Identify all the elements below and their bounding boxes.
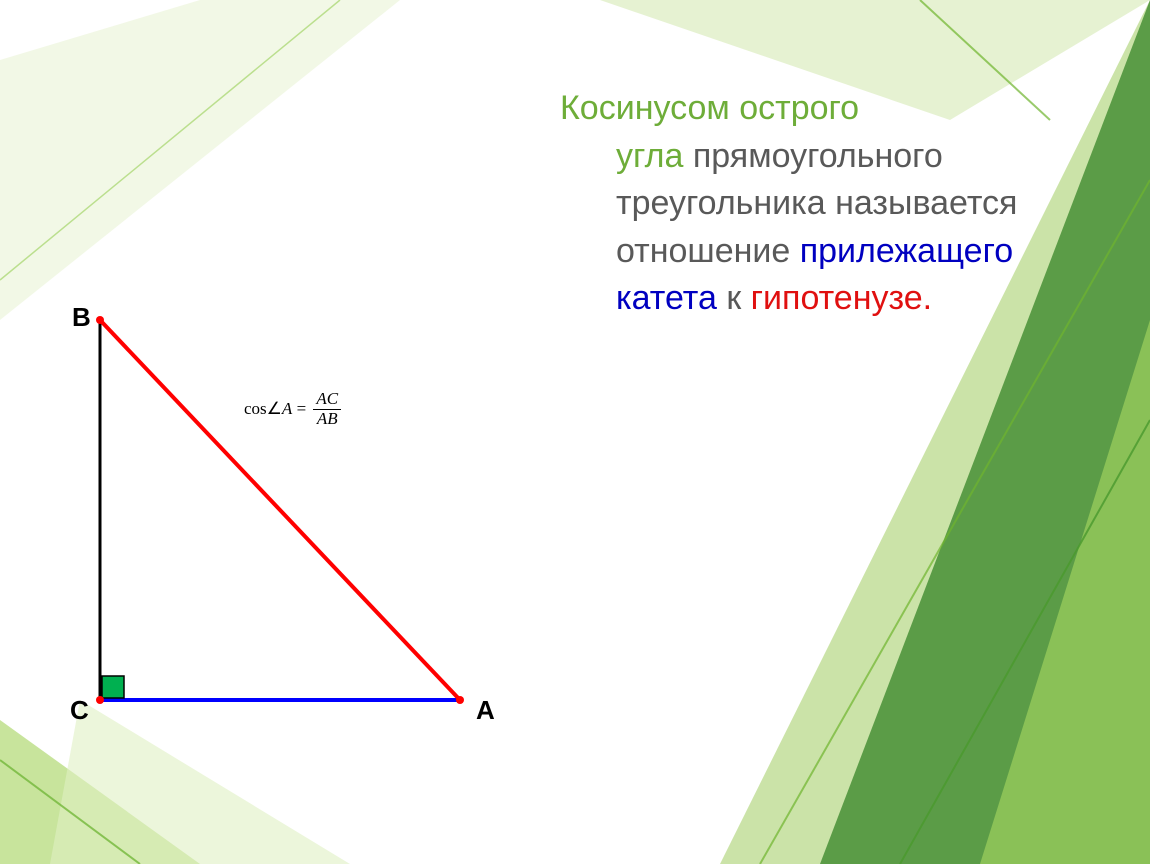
- formula-func: cos: [244, 399, 267, 418]
- triangle-diagram: [0, 0, 1150, 864]
- formula-angle-vertex: A: [282, 399, 292, 418]
- formula-denominator: AB: [313, 410, 341, 429]
- right-angle-marker: [102, 676, 124, 698]
- vertex-dot-C: [96, 696, 104, 704]
- vertex-dot-B: [96, 316, 104, 324]
- formula-numerator: AC: [313, 390, 341, 410]
- cosine-formula: cos∠A = AC AB: [244, 390, 341, 428]
- hypotenuse-AB: [100, 320, 460, 700]
- vertex-dot-A: [456, 696, 464, 704]
- angle-symbol: ∠: [267, 399, 282, 418]
